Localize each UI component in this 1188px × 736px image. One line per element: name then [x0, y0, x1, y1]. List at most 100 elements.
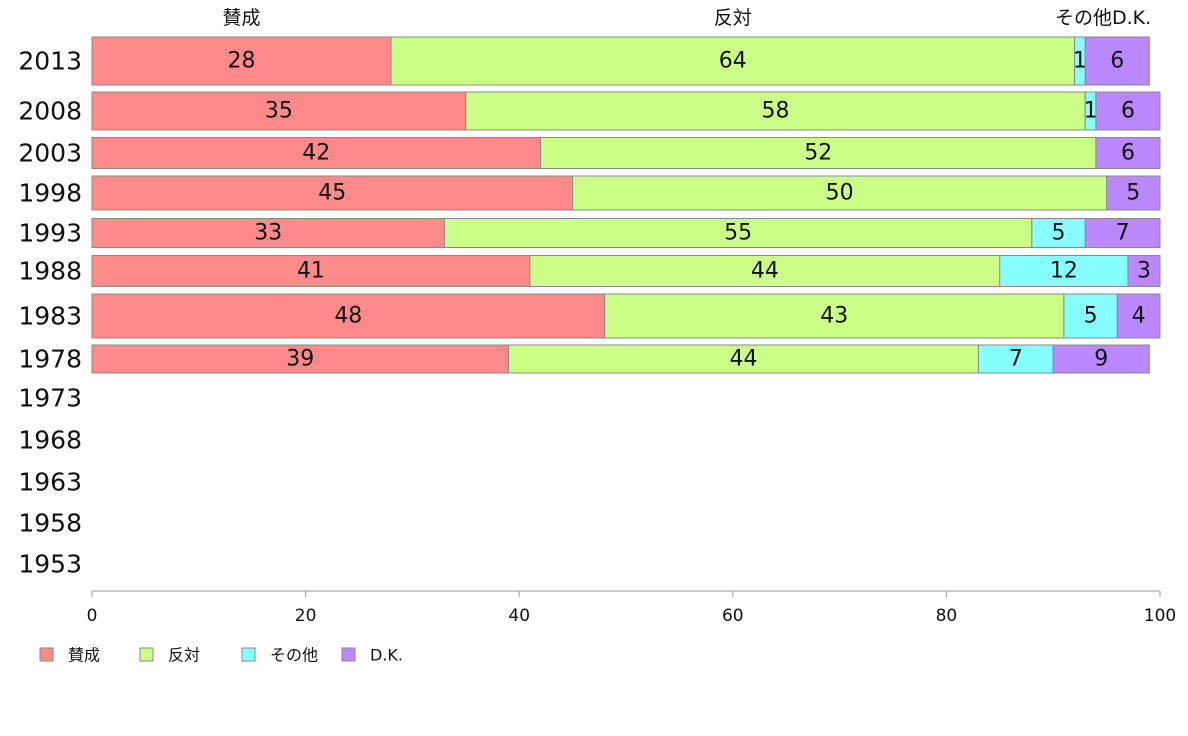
bar-value-1978-s0: 39: [286, 347, 314, 372]
bars: 28 64 1 635 58 1 642 52 645 50 533 55 5 741 44 12 348 43 5…: [91, 36, 1161, 374]
legend-label-3: D.K.: [370, 646, 403, 665]
bar-value-2008-s2: 1: [1084, 99, 1098, 124]
bar-value-1998-s3: 5: [1126, 181, 1140, 206]
bar-value-1988-s2: 12: [1050, 259, 1078, 284]
bar-row-1993: 33 55 5 7: [91, 218, 1161, 248]
bar-1993-s3: [1084, 218, 1161, 248]
bar-value-1993-s3: 7: [1116, 221, 1130, 246]
bar-2003-s1: [540, 137, 1097, 169]
x-axis: 0 20 40 60 80 100: [87, 590, 1176, 626]
year-label-2008: 2008: [18, 97, 82, 126]
year-label-1973: 1973: [18, 384, 82, 413]
bar-value-1983-s1: 43: [820, 304, 848, 329]
year-label-2003: 2003: [18, 139, 82, 168]
bar-2013-s1: [390, 36, 1076, 86]
bar-1988-s1: [529, 255, 1001, 287]
legend-swatch-2: [241, 647, 256, 662]
legend-label-0: 賛成: [68, 646, 100, 665]
bar-value-1983-s3: 4: [1132, 304, 1146, 329]
bar-2013-s0: [91, 36, 392, 86]
year-label-1998: 1998: [18, 179, 82, 208]
year-label-1958: 1958: [18, 509, 82, 538]
bar-value-1983-s2: 5: [1084, 304, 1098, 329]
year-label-1988: 1988: [18, 257, 82, 286]
bar-1983-s3: [1116, 293, 1161, 339]
x-tick-label-0: 0: [87, 606, 98, 626]
bar-value-2008-s3: 6: [1121, 99, 1135, 124]
bar-1993-s1: [443, 218, 1033, 248]
bar-value-2008-s0: 35: [265, 99, 293, 124]
bar-1998-s1: [572, 175, 1108, 211]
bar-1983-s0: [91, 293, 606, 339]
bar-value-2013-s0: 28: [228, 49, 256, 74]
bar-value-1993-s2: 5: [1052, 221, 1066, 246]
x-tick-label-20: 20: [295, 606, 317, 626]
bar-value-1988-s1: 44: [751, 259, 779, 284]
legend-swatch-3: [341, 647, 356, 662]
x-tick-label-60: 60: [722, 606, 744, 626]
header-sansei: 賛成: [223, 7, 261, 29]
bar-2003-s3: [1095, 137, 1161, 169]
bar-1978-s0: [91, 344, 510, 374]
bar-2008-s1: [465, 91, 1086, 131]
legend: 賛成 反対 その他 D.K.: [39, 646, 403, 665]
x-tick-label-100: 100: [1144, 606, 1176, 626]
column-headers: 賛成 反対 その他D.K.: [223, 7, 1152, 29]
year-label-1983: 1983: [18, 302, 82, 331]
bar-row-2008: 35 58 1 6: [91, 91, 1161, 131]
bar-value-1998-s0: 45: [318, 181, 346, 206]
bar-row-1978: 39 44 7 9: [91, 344, 1150, 374]
bar-1998-s3: [1106, 175, 1161, 211]
bar-1978-s2: [977, 344, 1054, 374]
bar-value-1978-s1: 44: [729, 347, 757, 372]
bar-value-1978-s2: 7: [1009, 347, 1023, 372]
bar-row-2003: 42 52 6: [91, 137, 1161, 169]
header-dk: D.K.: [1112, 7, 1151, 29]
header-sonota: その他: [1055, 7, 1112, 29]
bar-value-1998-s1: 50: [826, 181, 854, 206]
bar-1993-s0: [91, 218, 445, 248]
bar-value-2013-s1: 64: [719, 49, 747, 74]
bar-row-1988: 41 44 12 3: [91, 255, 1161, 287]
bar-2013-s3: [1084, 36, 1150, 86]
year-label-1978: 1978: [18, 345, 82, 374]
bar-1993-s2: [1031, 218, 1086, 248]
year-label-1993: 1993: [18, 219, 82, 248]
bar-1988-s3: [1127, 255, 1161, 287]
bar-1988-s0: [91, 255, 531, 287]
bar-value-2013-s2: 1: [1073, 49, 1087, 74]
bar-2003-s0: [91, 137, 542, 169]
bar-value-2003-s1: 52: [804, 141, 832, 166]
bar-1983-s2: [1063, 293, 1118, 339]
bar-row-2013: 28 64 1 6: [91, 36, 1150, 86]
legend-swatch-0: [39, 647, 54, 662]
year-label-1968: 1968: [18, 426, 82, 455]
bar-value-1988-s0: 41: [297, 259, 325, 284]
year-label-1953: 1953: [18, 550, 82, 579]
year-labels: 2013 2008 2003 1998 1993 1988 1983 1978 1973 1968…: [18, 47, 82, 579]
bar-value-2008-s1: 58: [762, 99, 790, 124]
year-label-2013: 2013: [18, 47, 82, 76]
bar-row-1998: 45 50 5: [91, 175, 1161, 211]
bar-value-2003-s0: 42: [302, 141, 330, 166]
bar-value-2003-s3: 6: [1121, 141, 1135, 166]
x-tick-label-80: 80: [936, 606, 958, 626]
bar-1978-s3: [1052, 344, 1150, 374]
bar-value-1993-s0: 33: [254, 221, 282, 246]
bar-value-2013-s3: 6: [1110, 49, 1124, 74]
bar-value-1988-s3: 3: [1137, 259, 1151, 284]
bar-row-1983: 48 43 5 4: [91, 293, 1161, 339]
header-sonota-dk: その他D.K.: [1055, 7, 1151, 29]
x-tick-label-40: 40: [508, 606, 530, 626]
bar-2008-s3: [1095, 91, 1161, 131]
legend-label-2: その他: [270, 646, 318, 665]
legend-label-1: 反対: [168, 646, 200, 665]
bar-2008-s0: [91, 91, 467, 131]
bar-1988-s2: [999, 255, 1129, 287]
legend-swatch-1: [139, 647, 154, 662]
bar-1978-s1: [508, 344, 979, 374]
year-label-1963: 1963: [18, 468, 82, 497]
bar-value-1983-s0: 48: [334, 304, 362, 329]
bar-value-1978-s3: 9: [1094, 347, 1108, 372]
